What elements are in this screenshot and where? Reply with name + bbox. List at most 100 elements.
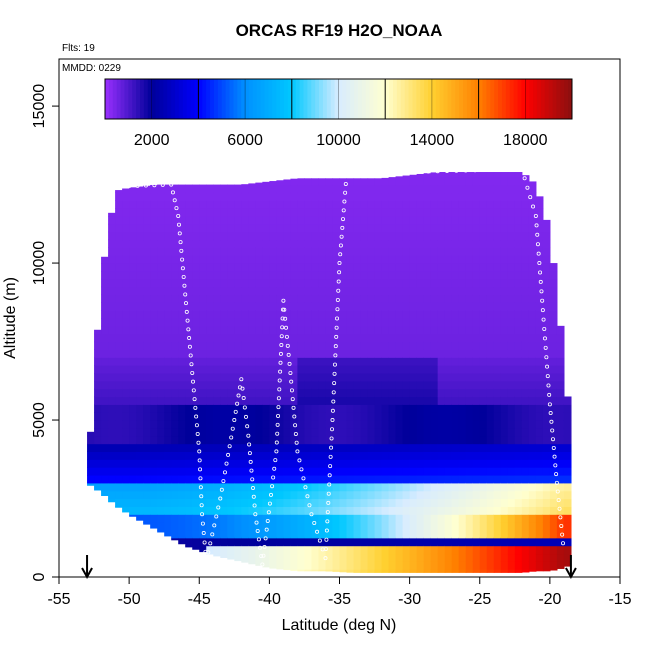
heat-cell <box>346 302 355 311</box>
heat-cell <box>514 522 523 531</box>
heat-cell <box>94 372 102 382</box>
heat-cell <box>234 372 242 382</box>
heat-cell <box>339 498 348 507</box>
heat-cell <box>521 451 530 460</box>
heat-cell <box>381 537 390 547</box>
heat-cell <box>563 529 572 539</box>
heat-cell <box>101 302 109 311</box>
heat-cell <box>220 255 228 264</box>
heat-cell <box>234 451 242 460</box>
heat-cell <box>472 396 481 405</box>
heat-cell <box>367 482 376 492</box>
heat-cell <box>514 514 523 523</box>
heat-cell <box>430 255 439 264</box>
heat-cell <box>451 467 460 476</box>
heat-cell <box>339 490 348 500</box>
heat-cell <box>269 443 277 453</box>
heat-cell <box>262 420 270 429</box>
heat-cell <box>220 545 228 555</box>
heat-cell <box>339 380 348 390</box>
colorbar-segment <box>416 79 421 119</box>
heat-cell <box>465 223 474 233</box>
heat-cell <box>283 215 292 225</box>
heat-cell <box>115 286 123 296</box>
heat-cell <box>115 239 123 248</box>
heat-cell <box>388 529 397 539</box>
heat-cell <box>213 270 221 280</box>
heat-cell <box>388 388 397 398</box>
heat-cell <box>507 482 516 492</box>
colorbar-tick-label: 2000 <box>134 132 170 149</box>
heat-cell <box>542 286 551 296</box>
heat-cell <box>444 302 453 311</box>
heat-cell <box>297 278 306 288</box>
heat-cell <box>360 223 369 233</box>
heat-cell <box>255 467 263 476</box>
heat-cell <box>444 561 453 570</box>
heat-cell <box>451 223 460 233</box>
heat-cell <box>360 278 369 288</box>
heat-cell <box>528 365 537 374</box>
heat-cell <box>451 200 460 209</box>
heat-cell <box>388 427 397 437</box>
heat-cell <box>479 172 488 178</box>
heat-cell <box>479 255 488 264</box>
heat-cell <box>535 341 544 350</box>
heat-cell <box>311 341 320 350</box>
heat-cell <box>374 427 383 437</box>
heat-cell <box>486 223 495 233</box>
heat-cell <box>458 529 467 539</box>
track-point <box>519 166 524 171</box>
heat-cell <box>472 247 481 256</box>
heat-cell <box>108 372 116 382</box>
heat-cell <box>115 294 123 303</box>
heat-cell <box>157 388 165 398</box>
colorbar-segment <box>322 79 328 119</box>
heat-cell <box>542 412 551 421</box>
heat-cell <box>178 443 186 453</box>
heat-cell <box>409 529 418 539</box>
heat-cell <box>283 365 292 374</box>
heat-cell <box>472 231 481 241</box>
heat-cell <box>108 380 116 390</box>
heat-cell <box>458 172 467 178</box>
heat-cell <box>276 278 284 288</box>
heat-cell <box>283 179 292 186</box>
heat-cell <box>122 459 130 468</box>
track-point <box>233 409 238 414</box>
heat-cell <box>493 553 502 562</box>
colorbar-segment <box>225 79 231 119</box>
heat-cell <box>178 506 186 515</box>
heat-cell <box>164 325 172 335</box>
heat-cell <box>262 184 270 194</box>
heat-cell <box>248 365 256 374</box>
heat-cell <box>171 396 179 405</box>
heat-cell <box>304 365 313 374</box>
heat-cell <box>430 545 439 555</box>
heat-cell <box>115 270 123 280</box>
heat-cell <box>262 239 270 248</box>
heat-cell <box>437 349 446 358</box>
heat-cell <box>451 380 460 390</box>
heat-cell <box>500 208 509 217</box>
heat-cell <box>297 294 306 303</box>
heat-cell <box>409 208 418 217</box>
heat-cell <box>248 302 256 311</box>
heat-cell <box>262 208 270 217</box>
heat-cell <box>276 270 284 280</box>
heat-cell <box>136 396 144 405</box>
heat-cell <box>122 506 130 513</box>
heat-cell <box>346 239 355 248</box>
heat-cell <box>311 310 320 319</box>
heat-cell <box>157 474 165 484</box>
heat-cell <box>381 310 390 319</box>
heat-cell <box>206 443 214 453</box>
heat-cell <box>507 490 516 500</box>
heat-cell <box>199 192 207 201</box>
heat-cell <box>157 372 165 382</box>
heat-cell <box>381 545 390 555</box>
heat-cell <box>171 451 179 460</box>
heat-cell <box>318 310 327 319</box>
heat-cell <box>500 239 509 248</box>
heat-cell <box>290 215 299 225</box>
